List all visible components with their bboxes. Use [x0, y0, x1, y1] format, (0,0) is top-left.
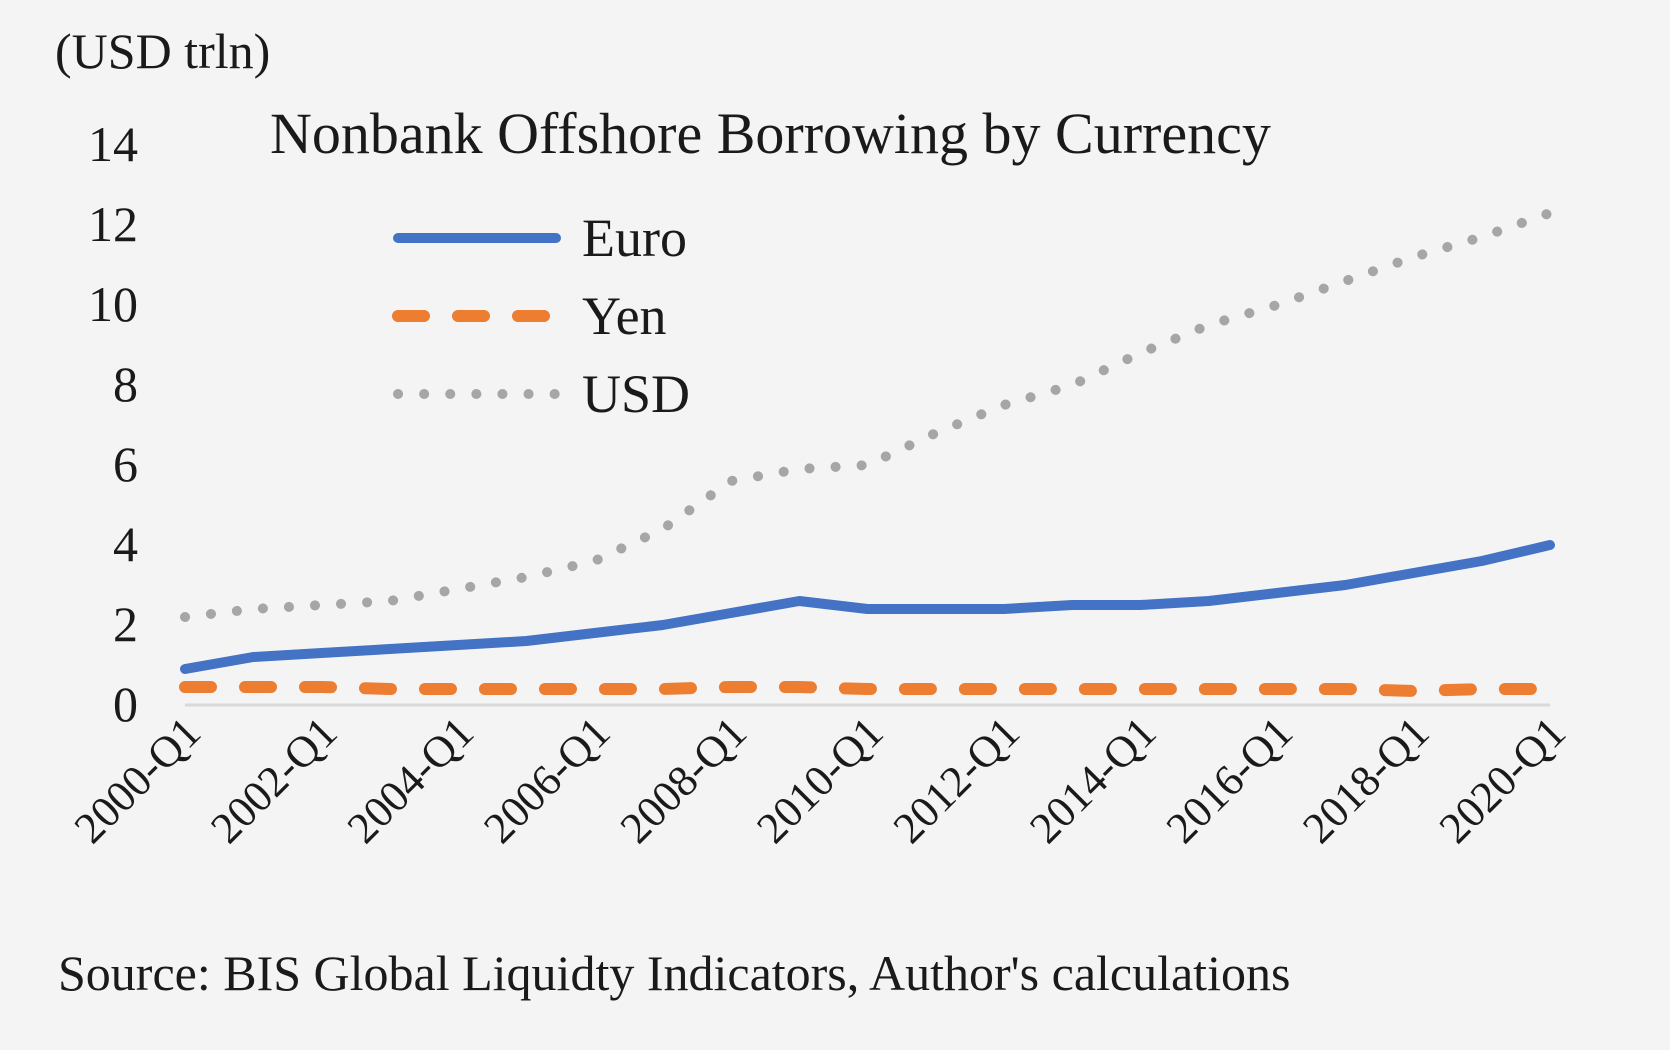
y-tick-label: 12 [88, 196, 138, 252]
unit-label: (USD trln) [55, 23, 270, 79]
x-axis: 2000-Q12002-Q12004-Q12006-Q12008-Q12010-… [65, 707, 1575, 852]
y-tick-label: 4 [113, 516, 138, 572]
x-tick-label: 2010-Q1 [747, 707, 892, 852]
y-tick-label: 8 [113, 356, 138, 412]
y-axis: 0 2 4 6 8 10 12 14 [88, 116, 138, 732]
x-tick-label: 2014-Q1 [1020, 707, 1165, 852]
x-tick-label: 2006-Q1 [474, 707, 619, 852]
legend-label-euro: Euro [582, 208, 687, 268]
y-tick-label: 6 [113, 436, 138, 492]
legend-label-usd: USD [582, 364, 690, 424]
x-tick-label: 2008-Q1 [611, 707, 756, 852]
series-line-usd [180, 208, 1555, 622]
series-line-yen [179, 681, 1556, 697]
legend: Euro Yen USD [392, 208, 690, 424]
chart-title: Nonbank Offshore Borrowing by Currency [270, 101, 1271, 166]
y-tick-label: 14 [88, 116, 138, 172]
x-tick-label: 2016-Q1 [1157, 707, 1302, 852]
series-line-euro [180, 540, 1555, 674]
x-tick-label: 2020-Q1 [1430, 707, 1575, 852]
y-tick-label: 2 [113, 596, 138, 652]
x-tick-label: 2018-Q1 [1293, 707, 1438, 852]
legend-label-yen: Yen [582, 286, 667, 346]
x-tick-label: 2004-Q1 [338, 707, 483, 852]
x-tick-label: 2002-Q1 [201, 707, 346, 852]
source-note: Source: BIS Global Liquidty Indicators, … [58, 945, 1290, 1001]
x-tick-label: 2012-Q1 [884, 707, 1029, 852]
y-tick-label: 0 [113, 676, 138, 732]
plot-area [179, 208, 1556, 697]
y-tick-label: 10 [88, 276, 138, 332]
